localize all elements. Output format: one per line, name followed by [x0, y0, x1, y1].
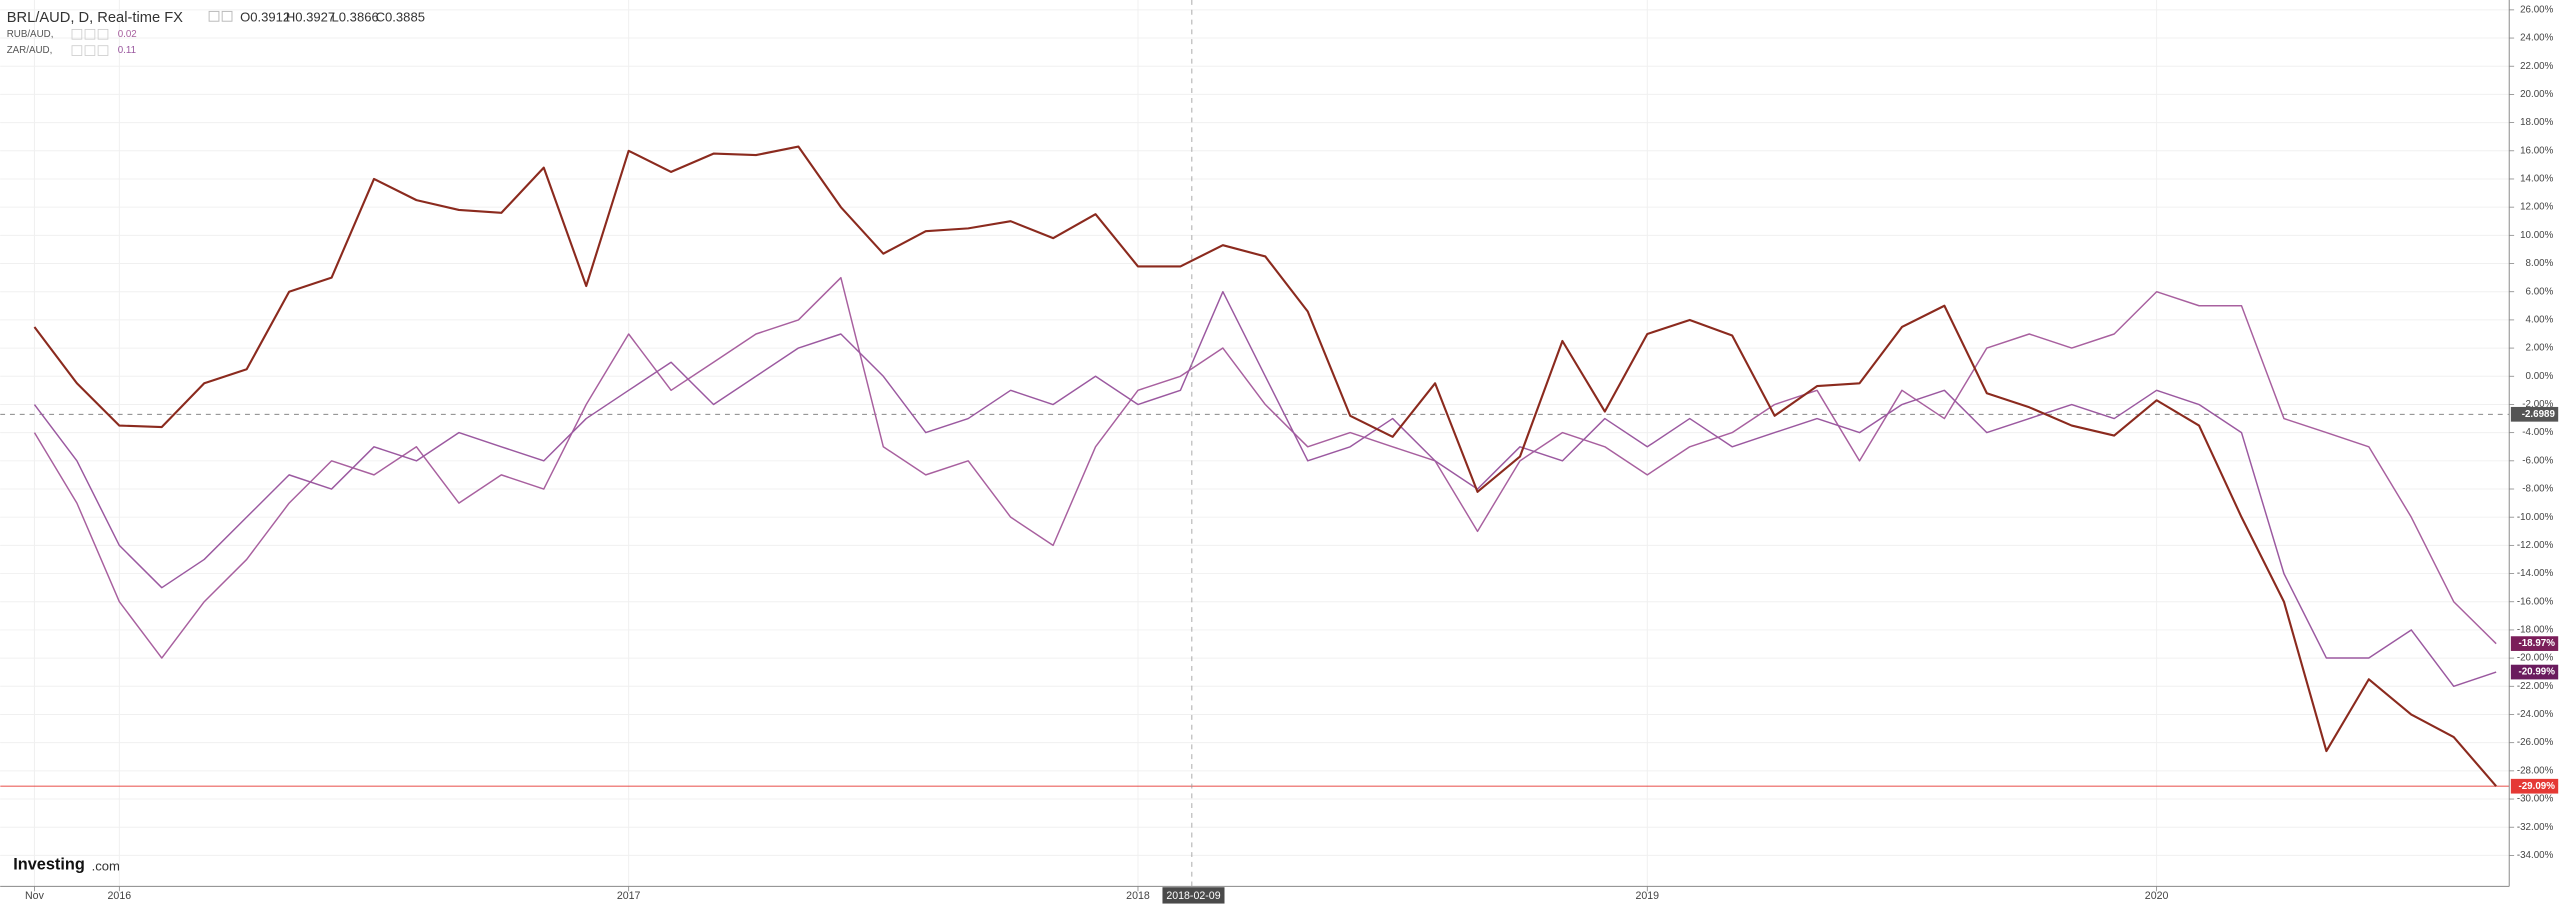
crosshair-label-box: [1162, 887, 1225, 904]
y-tick-label: -18.00%: [2517, 625, 2554, 636]
y-tick-label: -6.00%: [2522, 455, 2553, 466]
y-tick-label: -32.00%: [2517, 822, 2554, 833]
ohlc-close: C0.3885: [376, 9, 425, 24]
y-tick-label: -14.00%: [2517, 568, 2554, 579]
series-line: [33, 276, 2497, 659]
y-tick-label: -12.00%: [2517, 540, 2554, 551]
y-tick-label: -16.00%: [2517, 596, 2554, 607]
x-tick-label: 2020: [2145, 890, 2169, 902]
legend-title: BRL/AUD, D, Real-time FX: [7, 10, 183, 26]
y-tick-label: -28.00%: [2517, 765, 2554, 776]
crosshair-label: 2018-02-09: [1166, 890, 1220, 902]
y-tick-label: -2.00%: [2522, 399, 2553, 410]
legend-value: 0.11: [118, 45, 136, 56]
legend-icon: [84, 28, 96, 40]
y-tick-label: -20.00%: [2517, 653, 2554, 664]
y-tick-label: 18.00%: [2520, 117, 2553, 128]
y-tick-label: 8.00%: [2526, 258, 2554, 269]
legend-label: ZAR/AUD,: [7, 45, 53, 56]
y-tick-label: -34.00%: [2517, 850, 2554, 861]
price-label: -29.09%: [2518, 781, 2555, 792]
y-tick-label: 4.00%: [2526, 314, 2554, 325]
y-tick-label: -8.00%: [2522, 484, 2553, 495]
ohlc-low: L0.3866: [332, 9, 379, 24]
overlay: -2.6989 -29.09% -18.97% -20.99%: [2510, 406, 2559, 794]
legend-icon: [97, 28, 109, 40]
y-tick-label: 22.00%: [2520, 61, 2553, 72]
y-tick-label: 2.00%: [2526, 343, 2554, 354]
y-tick-label: -10.00%: [2517, 512, 2554, 523]
y-tick-label: 20.00%: [2520, 89, 2553, 100]
y-tick-label: -24.00%: [2517, 709, 2554, 720]
y-tick-label: 24.00%: [2520, 33, 2553, 44]
y-tick-label: -30.00%: [2517, 794, 2554, 805]
ohlc-open: O0.3912: [240, 9, 290, 24]
y-tick-label: -22.00%: [2517, 681, 2554, 692]
watermark-suffix: .com: [92, 858, 120, 873]
series-line: [33, 145, 2497, 787]
x-tick-label: 2018: [1126, 890, 1150, 902]
legend-label: RUB/AUD,: [7, 29, 54, 40]
legend-value: 0.02: [118, 29, 137, 40]
price-label-box: [2510, 636, 2559, 651]
legend-icon: [71, 28, 83, 40]
price-label-box: [2510, 664, 2559, 680]
legend: BRL/AUD, D, Real-time FX O0.3912 H0.3927…: [7, 9, 425, 56]
legend-icon: [84, 45, 96, 56]
price-label: -18.97%: [2518, 638, 2555, 649]
y-tick-label: 0.00%: [2526, 371, 2554, 382]
x-tick-label: 2016: [108, 890, 132, 902]
series-line: [33, 290, 2497, 688]
price-label: -20.99%: [2518, 667, 2555, 678]
watermark-brand: Investing: [13, 856, 85, 874]
price-label-box: [2510, 406, 2559, 422]
x-tick-label: Nov: [25, 890, 45, 902]
y-tick-label: 12.00%: [2520, 202, 2553, 213]
legend-icon: [71, 45, 83, 56]
x-tick-label: 2017: [617, 890, 641, 902]
y-tick-label: 10.00%: [2520, 230, 2553, 241]
legend-icon: [208, 10, 220, 22]
y-tick-label: 16.00%: [2520, 145, 2553, 156]
plot-area: [0, 145, 2510, 787]
y-tick-label: 6.00%: [2526, 286, 2554, 297]
ohlc-high: H0.3927: [286, 9, 335, 24]
legend-icon: [97, 45, 109, 56]
x-tick-label: 2019: [1635, 890, 1659, 902]
y-tick-label: -4.00%: [2522, 427, 2553, 438]
y-tick-label: 26.00%: [2520, 4, 2553, 15]
y-tick-label: 14.00%: [2520, 174, 2553, 185]
y-tick-label: -26.00%: [2517, 737, 2554, 748]
legend-icon: [221, 10, 233, 22]
price-label-box: [2510, 778, 2559, 794]
price-label: -2.6989: [2522, 409, 2556, 420]
